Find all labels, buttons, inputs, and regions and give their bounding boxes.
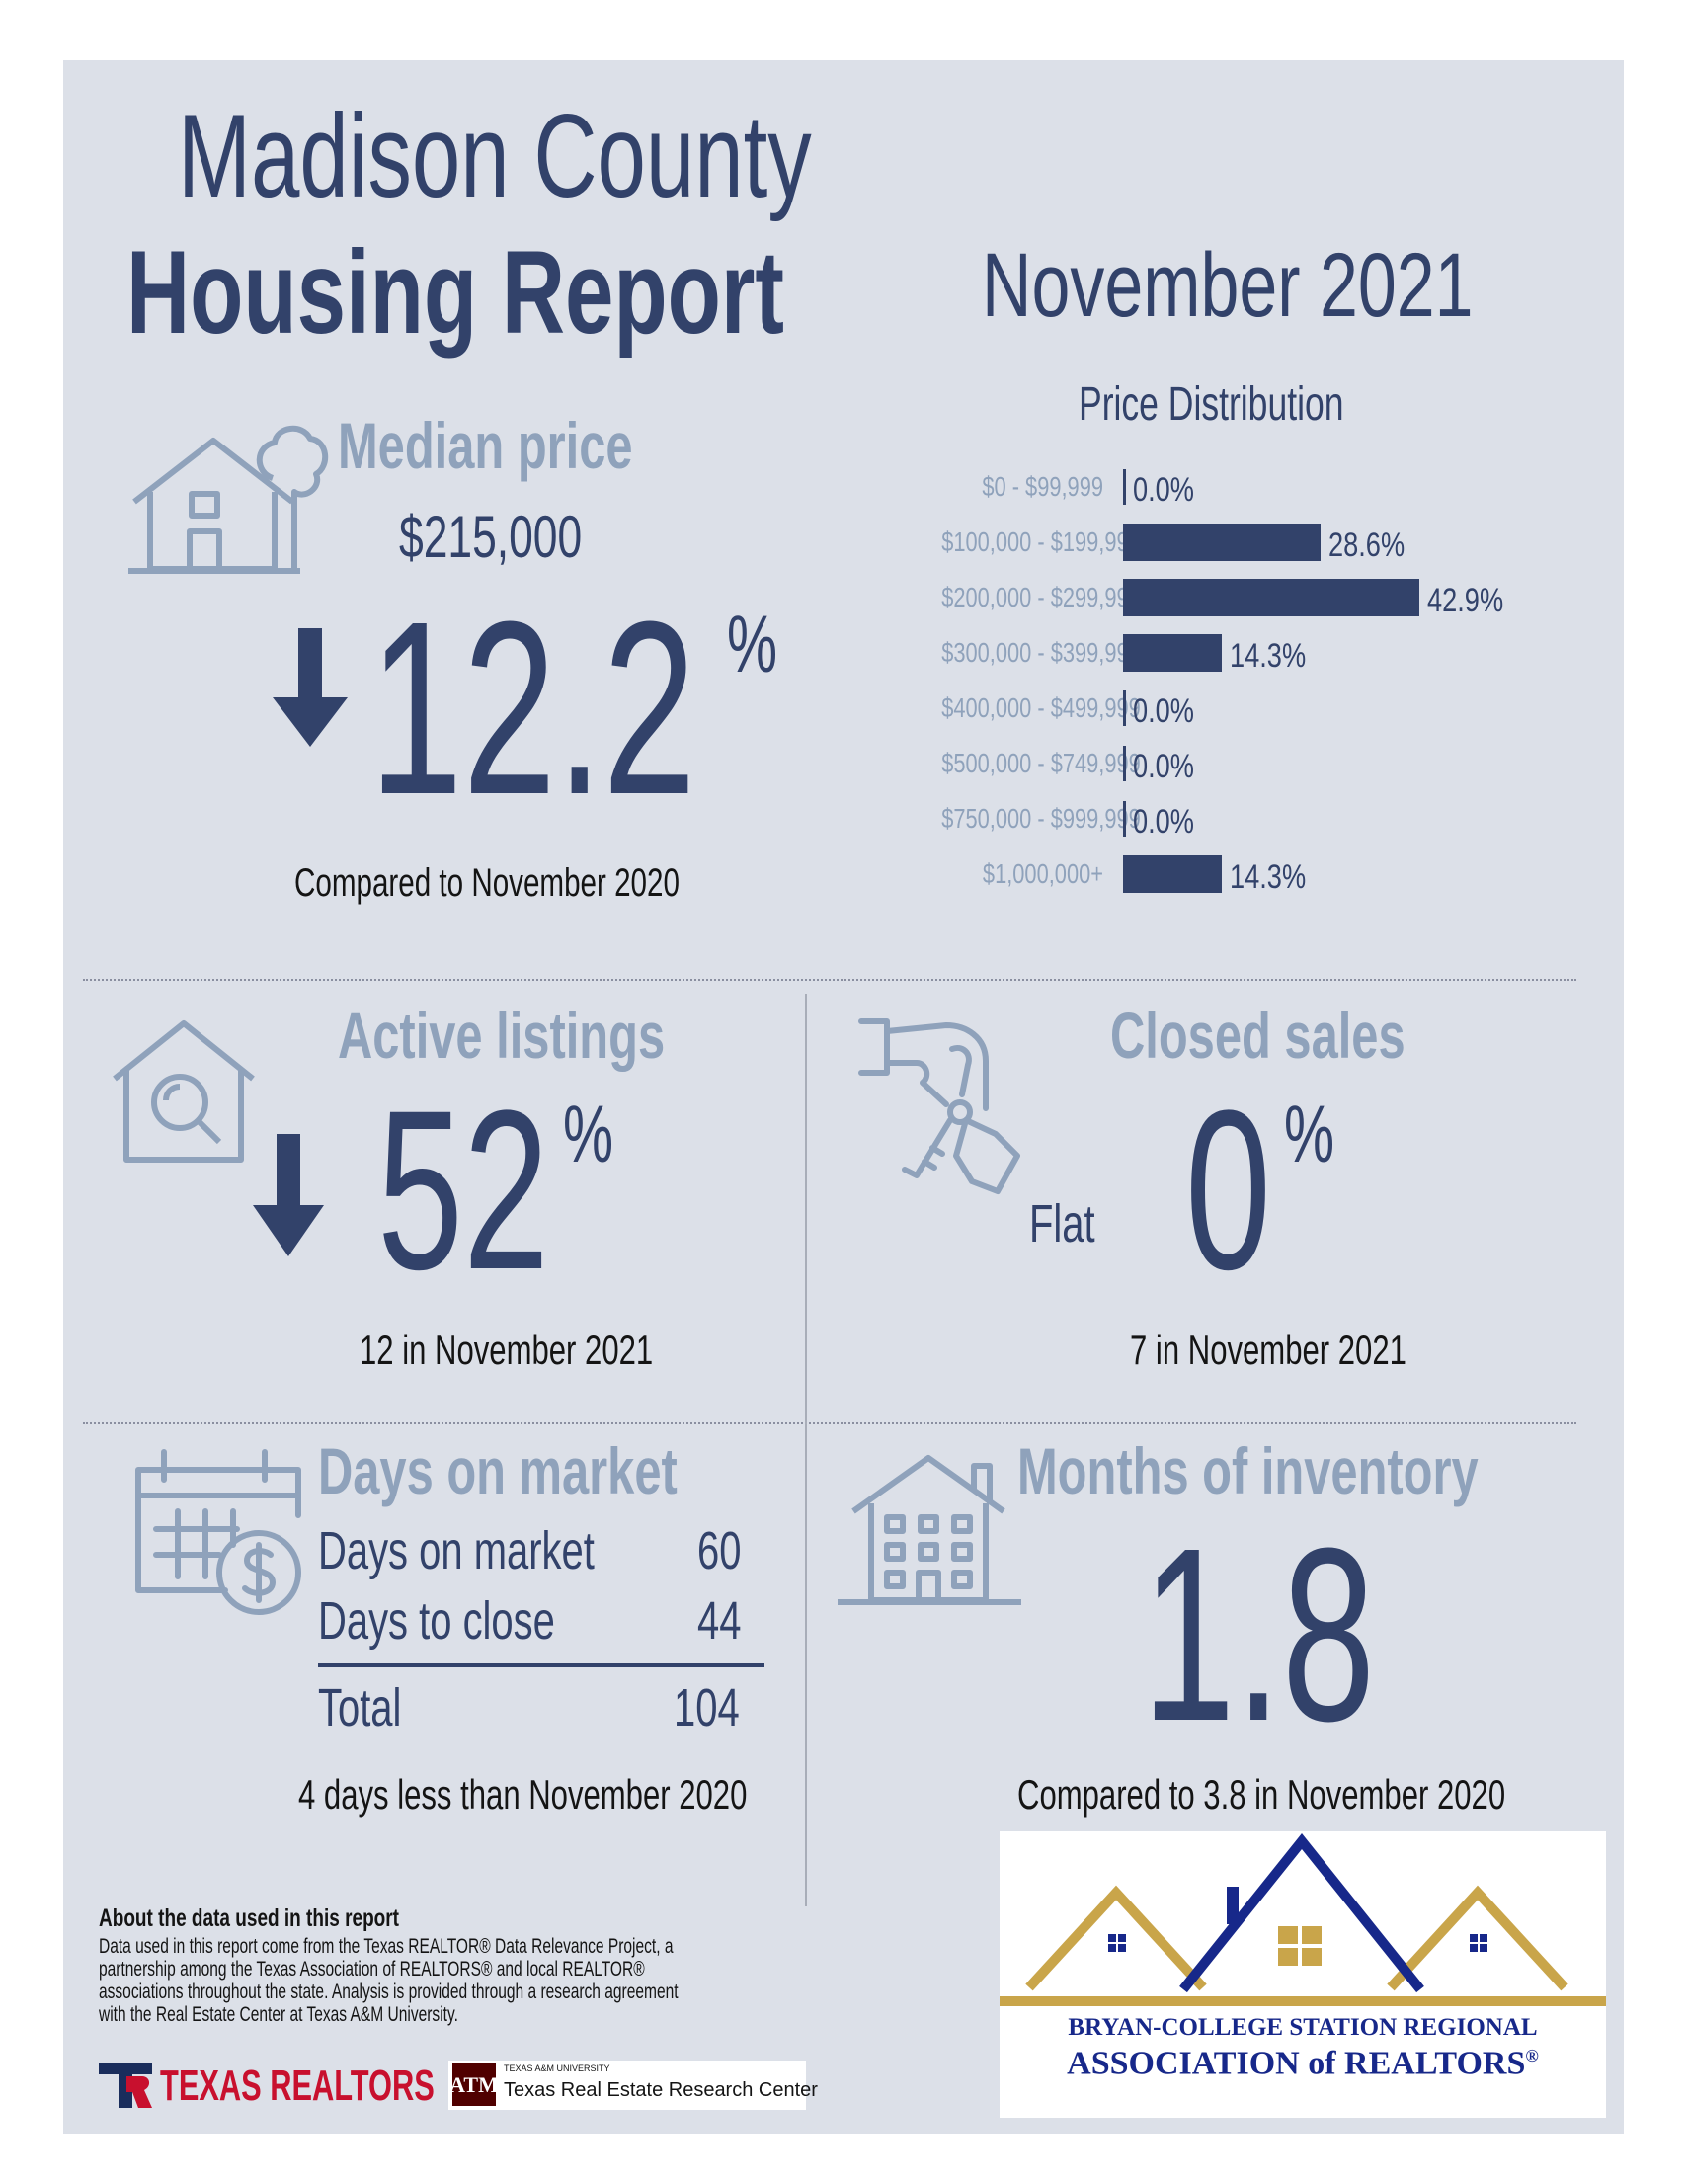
price-range-bar bbox=[1123, 690, 1126, 726]
price-range-value: 42.9% bbox=[1427, 582, 1504, 619]
calendar-dollar-icon bbox=[135, 1449, 301, 1615]
closed-sales-change: 0 bbox=[1185, 1063, 1271, 1317]
section-divider bbox=[83, 979, 1576, 981]
price-range-bar bbox=[1123, 855, 1222, 893]
tamu-logo bbox=[448, 2061, 806, 2110]
report-panel bbox=[63, 60, 1624, 2134]
price-range-bar bbox=[1123, 579, 1419, 616]
median-price-percent-sign: % bbox=[727, 600, 778, 689]
price-range-value: 0.0% bbox=[1133, 692, 1194, 730]
price-range-value: 14.3% bbox=[1230, 637, 1307, 675]
median-price-value: $215,000 bbox=[399, 504, 583, 570]
price-range-label: $1,000,000+ bbox=[982, 858, 1103, 889]
price-range-value: 14.3% bbox=[1230, 858, 1307, 896]
report-title: Housing Report bbox=[126, 226, 784, 359]
svg-text:ATM: ATM bbox=[449, 2072, 499, 2097]
association-houses-icon bbox=[1000, 1832, 1606, 2006]
apartment-building-icon bbox=[838, 1455, 1021, 1605]
tamu-small-text: TEXAS A&M UNIVERSITY bbox=[504, 2063, 610, 2073]
price-range-value: 0.0% bbox=[1133, 471, 1194, 509]
about-line-3: associations throughout the state. Analy… bbox=[99, 1981, 679, 2003]
closed-sales-percent-sign: % bbox=[1284, 1090, 1335, 1179]
association-logo bbox=[1000, 1831, 1606, 2118]
hand-keys-icon bbox=[858, 1018, 1020, 1194]
days-row-2-value: 44 bbox=[697, 1591, 742, 1651]
price-range-label: $300,000 - $399,999 bbox=[941, 637, 1141, 668]
days-total-label: Total bbox=[318, 1678, 402, 1738]
texas-realtors-logo-mark bbox=[99, 2063, 152, 2108]
section-divider bbox=[83, 1422, 1576, 1424]
months-inventory-note: Compared to 3.8 in November 2020 bbox=[1017, 1771, 1506, 1818]
active-listings-percent-sign: % bbox=[563, 1090, 614, 1179]
days-on-market-title: Days on market bbox=[318, 1434, 678, 1507]
active-listings-title: Active listings bbox=[338, 999, 666, 1072]
price-range-bar bbox=[1123, 634, 1222, 672]
about-line-2: partnership among the Texas Association … bbox=[99, 1958, 645, 1981]
association-line-1: BRYAN-COLLEGE STATION REGIONAL bbox=[1068, 2014, 1538, 2041]
texas-realtors-logo-text: TEXAS REALTORS bbox=[160, 2062, 435, 2110]
price-range-bar bbox=[1123, 801, 1126, 837]
days-row-1-label: Days on market bbox=[318, 1521, 595, 1580]
price-range-bar bbox=[1123, 469, 1126, 505]
about-title: About the data used in this report bbox=[99, 1904, 400, 1932]
active-listings-change: 52 bbox=[377, 1063, 549, 1317]
tamu-center-text: Texas Real Estate Research Center bbox=[504, 2079, 818, 2101]
days-row-1-value: 60 bbox=[697, 1521, 742, 1580]
median-price-title: Median price bbox=[338, 409, 633, 482]
about-line-4: with the Real Estate Center at Texas A&M… bbox=[99, 2003, 458, 2026]
price-range-label: $200,000 - $299,999 bbox=[941, 582, 1141, 612]
column-divider bbox=[805, 994, 807, 1906]
price-range-bar bbox=[1123, 524, 1321, 561]
closed-sales-trend: Flat bbox=[1029, 1194, 1095, 1254]
price-range-value: 0.0% bbox=[1133, 803, 1194, 841]
tamu-mark-icon: ATM bbox=[449, 2063, 499, 2106]
price-range-label: $400,000 - $499,999 bbox=[941, 692, 1141, 723]
days-on-market-note: 4 days less than November 2020 bbox=[298, 1771, 748, 1818]
registered-mark: ® bbox=[1525, 2046, 1539, 2065]
price-range-label: $100,000 - $199,999 bbox=[941, 526, 1141, 557]
days-total-value: 104 bbox=[674, 1678, 740, 1738]
median-price-change: 12.2 bbox=[369, 570, 696, 846]
arrow-down-icon bbox=[273, 628, 348, 747]
house-tree-icon bbox=[128, 426, 328, 574]
association-line-2: ASSOCIATION of REALTORS® bbox=[1067, 2045, 1539, 2082]
days-row-2-label: Days to close bbox=[318, 1591, 555, 1651]
months-inventory-title: Months of inventory bbox=[1017, 1434, 1479, 1507]
price-range-label: $500,000 - $749,999 bbox=[941, 748, 1141, 778]
house-search-icon bbox=[113, 1020, 255, 1163]
median-price-comparison: Compared to November 2020 bbox=[294, 861, 680, 905]
closed-sales-title: Closed sales bbox=[1110, 999, 1406, 1072]
arrow-down-icon bbox=[253, 1134, 324, 1256]
price-range-bar bbox=[1123, 746, 1126, 781]
price-range-label: $750,000 - $999,999 bbox=[941, 803, 1141, 834]
county-title: Madison County bbox=[178, 90, 812, 222]
months-inventory-value: 1.8 bbox=[1142, 1496, 1376, 1772]
price-range-label: $0 - $99,999 bbox=[982, 471, 1103, 502]
price-range-value: 0.0% bbox=[1133, 748, 1194, 785]
closed-sales-note: 7 in November 2021 bbox=[1130, 1327, 1406, 1373]
price-range-value: 28.6% bbox=[1328, 526, 1406, 564]
about-line-1: Data used in this report come from the T… bbox=[99, 1935, 674, 1958]
price-distribution-title: Price Distribution bbox=[1079, 378, 1344, 431]
days-total-rule bbox=[318, 1663, 764, 1667]
active-listings-note: 12 in November 2021 bbox=[360, 1327, 654, 1373]
period-title: November 2021 bbox=[982, 235, 1474, 336]
